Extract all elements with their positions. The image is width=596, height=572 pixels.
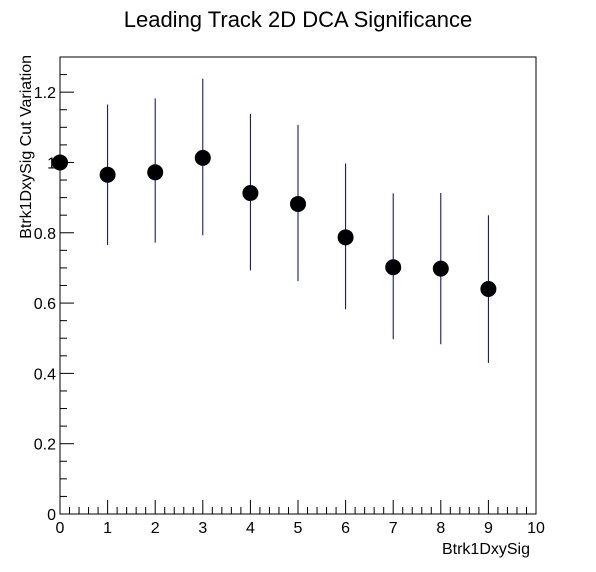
- data-point: [52, 154, 68, 171]
- data-point: [242, 185, 259, 202]
- x-tick-label: 5: [294, 520, 303, 537]
- x-tick-label: 9: [484, 520, 493, 537]
- y-tick-label: 0.4: [34, 366, 56, 383]
- data-markers: [52, 149, 497, 298]
- data-point: [480, 281, 497, 298]
- x-tick-label: 2: [151, 520, 160, 537]
- axis-tick-labels: 0 1 2 3 4 5 6 7 8 9 10 0 0.2 0.4 0.6 0.8 1 1.2: [34, 85, 545, 537]
- y-tick-label: 0.2: [34, 437, 56, 454]
- y-tick-label: 0.8: [34, 226, 56, 243]
- x-tick-label: 7: [389, 520, 398, 537]
- x-tick-label: 1: [103, 520, 112, 537]
- data-point: [147, 164, 164, 181]
- chart-title: Leading Track 2D DCA Significance: [124, 7, 473, 32]
- y-tick-label: 0.6: [34, 296, 56, 313]
- y-tick-label: 1.2: [34, 85, 56, 102]
- x-tick-label: 10: [527, 520, 545, 537]
- data-point: [290, 195, 306, 212]
- x-axis-title: Btrk1DxySig: [442, 541, 530, 558]
- data-point: [194, 149, 211, 166]
- data-point: [432, 260, 449, 277]
- axis-ticks: [59, 56, 537, 515]
- data-point: [99, 166, 116, 183]
- data-point: [337, 229, 354, 246]
- y-axis-title: Btrk1DxySig Cut Variation: [18, 55, 35, 239]
- x-tick-label: 0: [56, 520, 65, 537]
- data-point: [385, 259, 402, 276]
- y-tick-label: 0: [47, 507, 56, 524]
- x-tick-label: 3: [198, 520, 207, 537]
- x-tick-label: 6: [341, 520, 350, 537]
- x-tick-label: 4: [246, 520, 255, 537]
- y-tick-label: 1: [47, 155, 56, 172]
- x-tick-label: 8: [436, 520, 445, 537]
